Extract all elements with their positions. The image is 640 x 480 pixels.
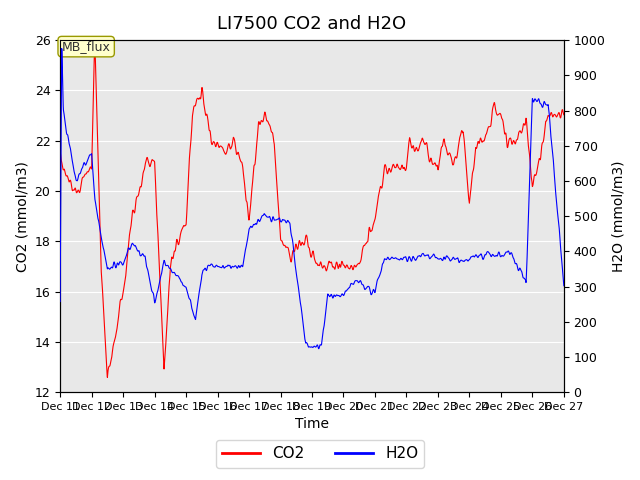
X-axis label: Time: Time (295, 418, 329, 432)
Text: MB_flux: MB_flux (61, 40, 111, 53)
Y-axis label: CO2 (mmol/m3): CO2 (mmol/m3) (15, 161, 29, 272)
Title: LI7500 CO2 and H2O: LI7500 CO2 and H2O (218, 15, 406, 33)
Y-axis label: H2O (mmol/m3): H2O (mmol/m3) (611, 160, 625, 272)
Legend: CO2, H2O: CO2, H2O (216, 440, 424, 468)
